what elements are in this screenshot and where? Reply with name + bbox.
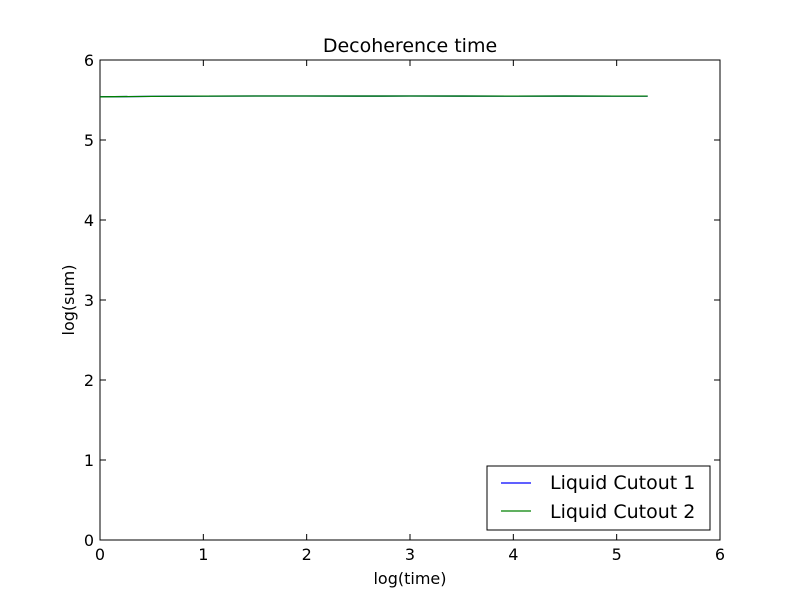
y-tick-label: 6: [84, 51, 94, 70]
series-layer: [99, 95, 648, 98]
plot-frame: [99, 59, 721, 541]
x-tick-label: 4: [508, 545, 518, 564]
y-axis-label: log(sum): [59, 265, 78, 336]
x-tick-label: 0: [95, 545, 105, 564]
y-tick-label: 2: [84, 371, 94, 390]
legend-label-2: Liquid Cutout 2: [550, 501, 695, 523]
tick-layer: 0 1 2 3 4 5 6 0 1 2 3 4 5 6: [84, 51, 725, 564]
legend-box: [486, 465, 711, 531]
y-tick-label: 5: [84, 131, 94, 150]
series-line-2: [99, 95, 648, 98]
y-tick-label: 1: [84, 451, 94, 470]
x-tick-label: 6: [715, 545, 725, 564]
x-tick-label: 5: [612, 545, 622, 564]
plot-area: 0 1 2 3 4 5 6 0 1 2 3 4 5 6: [84, 51, 725, 564]
x-tick-label: 3: [405, 545, 415, 564]
y-tick-label: 3: [84, 291, 94, 310]
legend: Liquid Cutout 1 Liquid Cutout 2: [486, 465, 711, 531]
x-tick-label: 2: [302, 545, 312, 564]
x-axis-label: log(time): [373, 569, 446, 588]
y-tick-label: 4: [84, 211, 94, 230]
legend-label-1: Liquid Cutout 1: [550, 472, 695, 494]
chart-title: Decoherence time: [323, 35, 497, 57]
y-tick-label: 0: [84, 531, 94, 550]
x-tick-label: 1: [198, 545, 208, 564]
